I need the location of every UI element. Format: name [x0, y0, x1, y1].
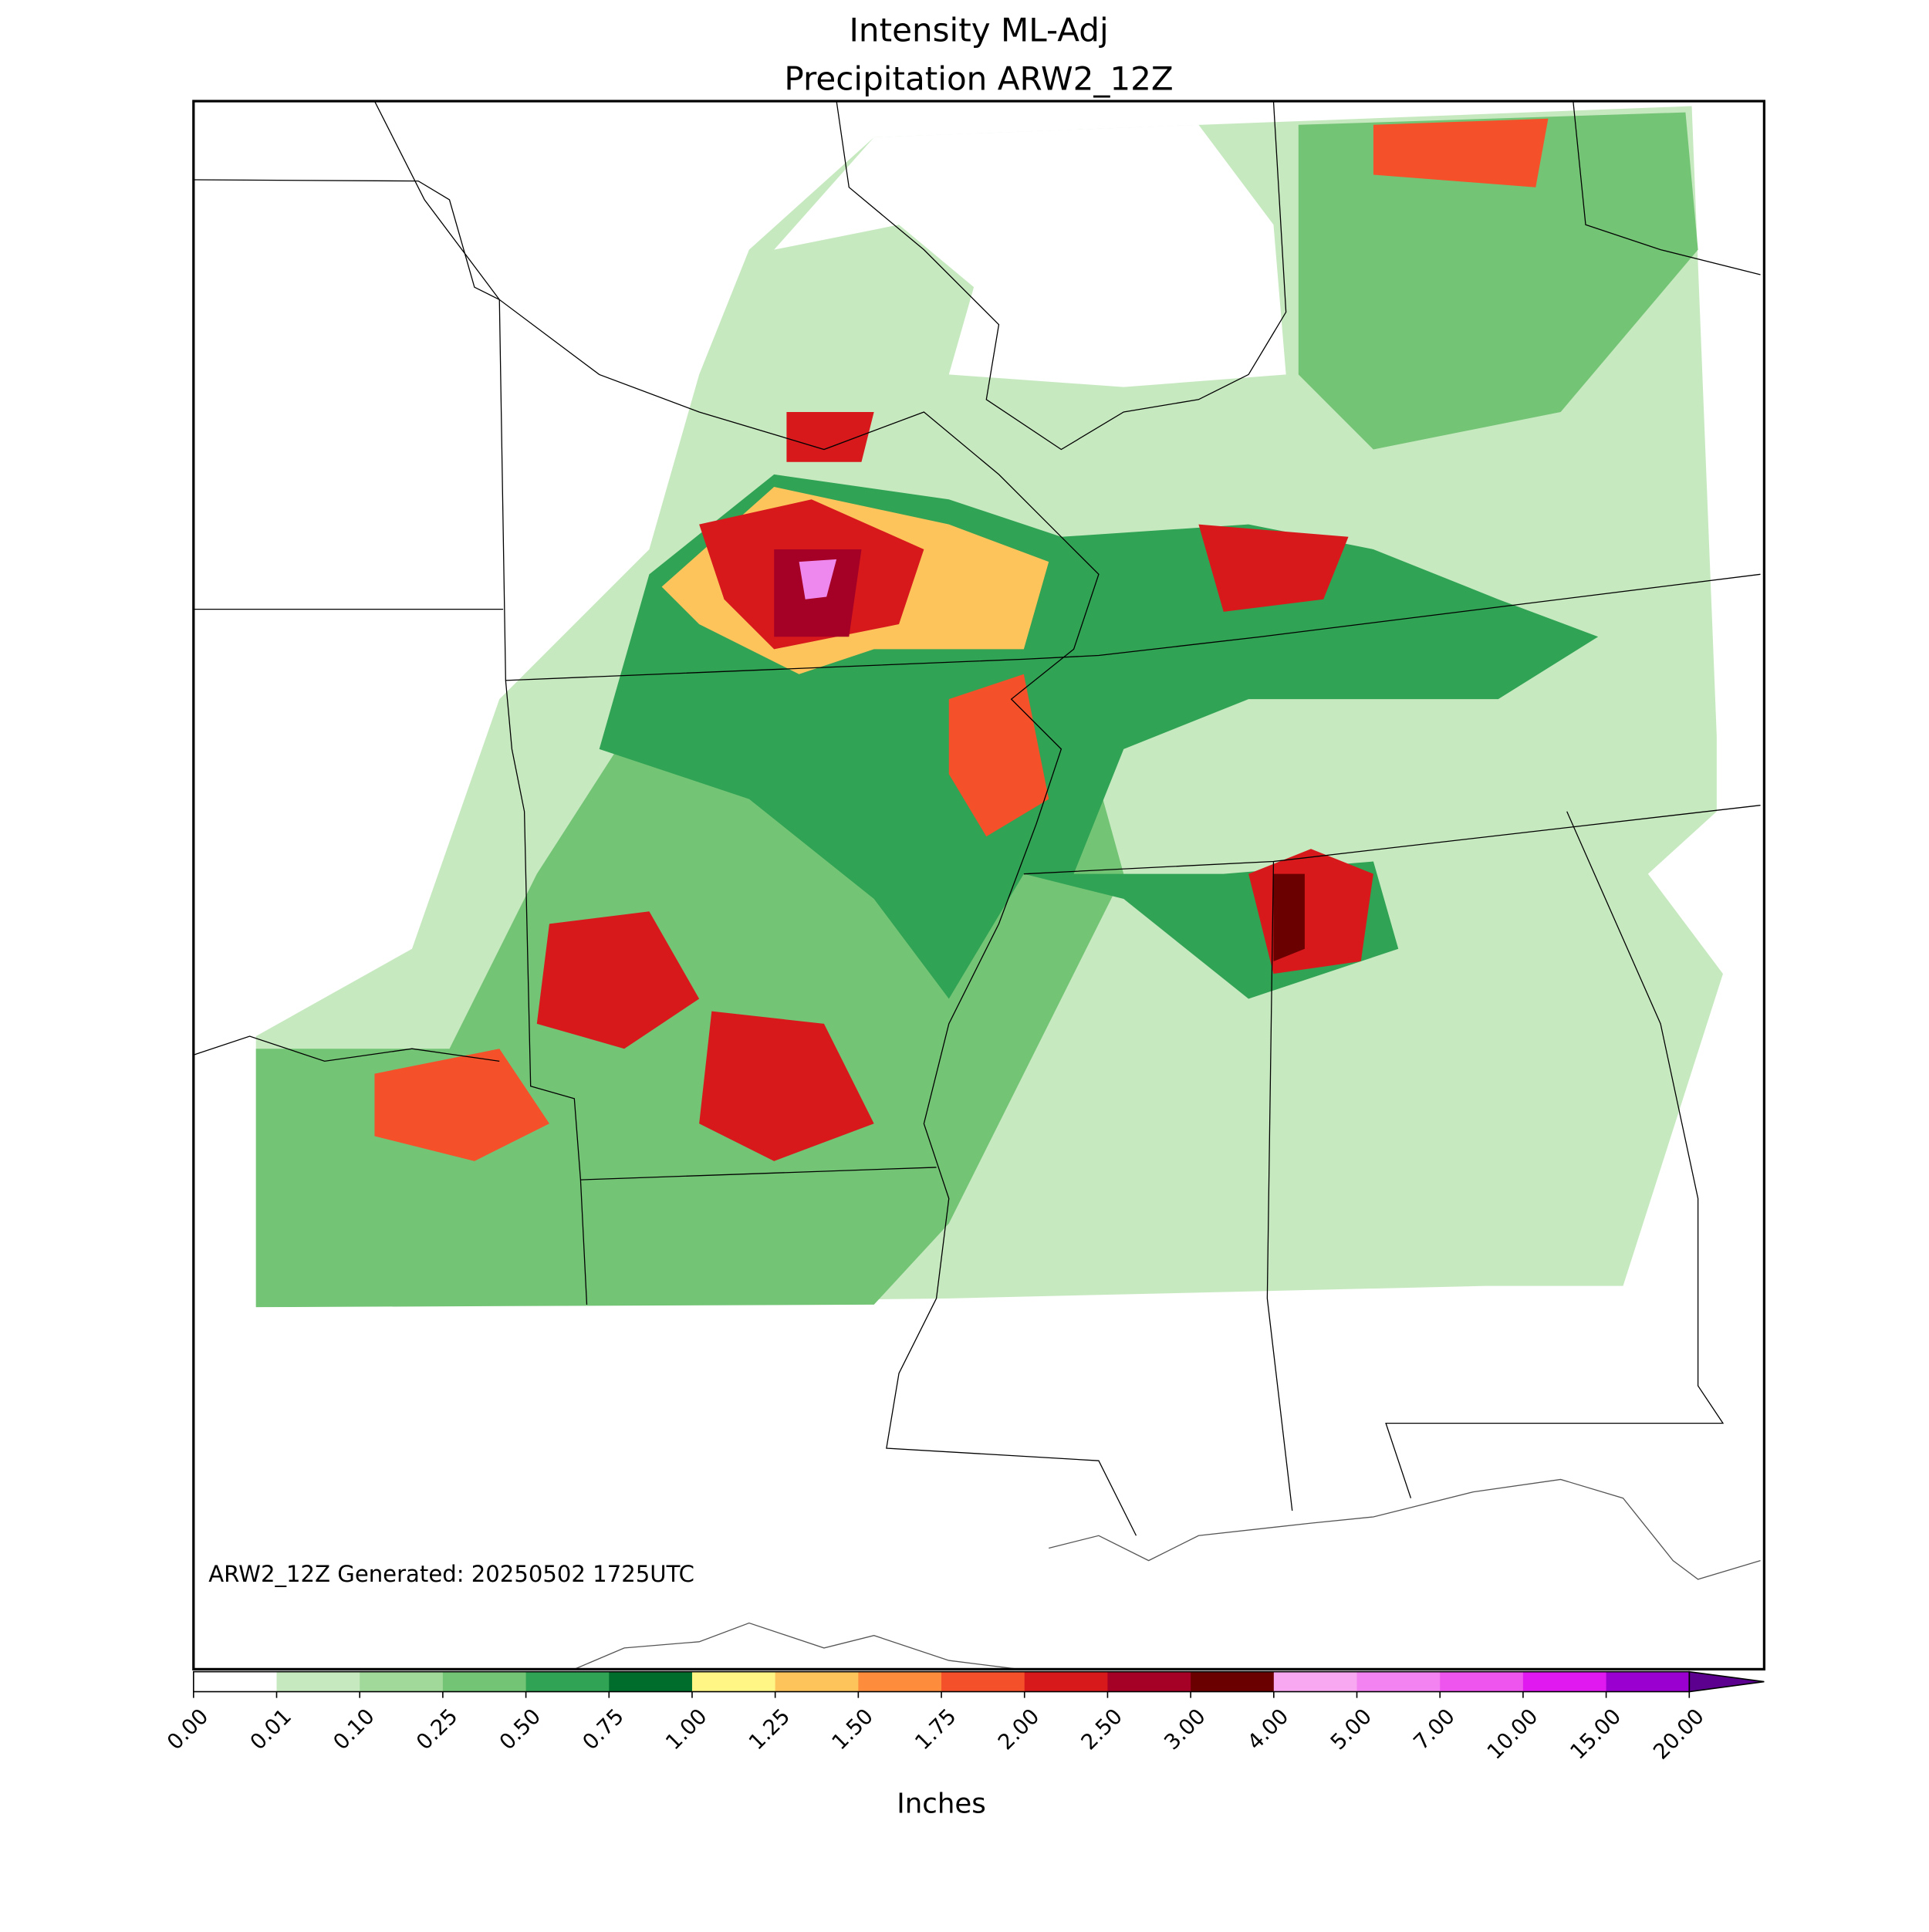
colorbar-tick-label: 0.25	[412, 1704, 463, 1755]
colorbar-segment	[691, 1671, 776, 1692]
colorbar-segment	[1107, 1671, 1191, 1692]
colorbar-tick-label: 20.00	[1649, 1704, 1709, 1764]
colorbar-segment	[775, 1671, 860, 1692]
colorbar-segment	[1606, 1671, 1691, 1692]
borders	[193, 101, 1761, 1670]
colorbar-segment	[1440, 1671, 1524, 1692]
colorbar-tick-label: 1.00	[661, 1704, 712, 1755]
state-border	[193, 179, 588, 1305]
precip-area	[1298, 112, 1698, 450]
colorbar-tick-label: 1.75	[910, 1704, 961, 1755]
colorbar-tick-label: 5.00	[1326, 1704, 1377, 1755]
colorbar-tick-label: 3.00	[1160, 1704, 1211, 1755]
colorbar-segment	[276, 1671, 361, 1692]
state-border	[1385, 811, 1725, 1498]
figure-content: Intensity ML-Adj Precipitation ARW2_12Z	[162, 11, 1765, 1819]
precip-core	[374, 1049, 549, 1161]
colorbar-tick-label: 1.25	[744, 1704, 795, 1755]
colorbar-tick-label: 4.00	[1242, 1704, 1293, 1755]
colorbar-tick-label: 0.10	[329, 1704, 380, 1755]
colorbar-segment	[858, 1671, 942, 1692]
colorbar-extend	[1688, 1670, 1765, 1693]
state-border	[193, 1035, 500, 1062]
colorbar-segment	[1522, 1671, 1607, 1692]
precip-core	[799, 559, 837, 600]
colorbar-tick-label: 10.00	[1482, 1704, 1542, 1764]
colorbar-segment	[360, 1671, 444, 1692]
coastline	[574, 1622, 1023, 1670]
map	[193, 101, 1761, 1670]
colorbar-label: Inches	[897, 1788, 986, 1819]
colorbar-tick-label: 2.00	[993, 1704, 1044, 1755]
map-frame	[192, 100, 1765, 1671]
state-border	[580, 1167, 937, 1180]
colorbar: 0.00 0.01 0.10 0.25 0.50 0.75 1.00 1.25 1.50 1.75…	[162, 1670, 1765, 1765]
colorbar-tick-label: 2.50	[1076, 1704, 1127, 1755]
dry-area	[774, 124, 1286, 387]
precip-core	[1198, 524, 1349, 612]
state-border	[836, 101, 1287, 451]
subtitle: Precipitation ARW2_12Z	[784, 60, 1173, 98]
river-border	[373, 101, 1137, 1536]
state-border	[505, 573, 1761, 681]
colorbar-tick-label: 0.75	[578, 1704, 629, 1755]
colorbar-segment	[609, 1671, 693, 1692]
state-border	[1573, 101, 1761, 275]
precip-core	[1273, 873, 1305, 961]
precip-core	[786, 411, 874, 462]
annotation: ARW2_12Z Generated: 20250502 1725UTC	[208, 1561, 694, 1587]
title: Intensity ML-Adj	[850, 11, 1109, 49]
colorbar-tick-label: 0.50	[495, 1704, 546, 1755]
colorbar-tick-label: 15.00	[1566, 1704, 1626, 1764]
colorbar-segment	[1024, 1671, 1109, 1692]
precip-core	[536, 911, 700, 1049]
colorbar-tick-label: 7.00	[1409, 1704, 1460, 1755]
colorbar-segment	[941, 1671, 1025, 1692]
colorbar-segment	[525, 1671, 610, 1692]
colorbar-segment	[442, 1671, 527, 1692]
colorbar-segment	[1191, 1671, 1275, 1692]
colorbar-tick-label: 0.00	[162, 1704, 213, 1755]
state-border	[1266, 861, 1293, 1511]
colorbar-segment	[1356, 1671, 1441, 1692]
precip-core	[699, 1011, 874, 1161]
precip-core	[1373, 118, 1549, 187]
precip-core	[948, 674, 1049, 837]
colorbar-segment	[1273, 1671, 1358, 1692]
colorbar-tick-label: 0.01	[245, 1704, 296, 1755]
colorbar-segment	[193, 1671, 278, 1692]
colorbar-tick-label: 1.50	[827, 1704, 878, 1755]
coastline	[1049, 1478, 1761, 1580]
